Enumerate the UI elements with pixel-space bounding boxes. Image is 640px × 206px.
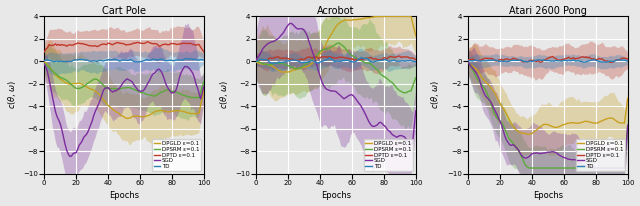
Title: Atari 2600 Pong: Atari 2600 Pong: [509, 6, 587, 16]
Title: Acrobot: Acrobot: [317, 6, 355, 16]
Y-axis label: $c(\theta, \omega)$: $c(\theta, \omega)$: [6, 81, 17, 109]
Legend: DPGLD ε=0.1, DPSRM ε=0.1, DPTD ε=0.1, SGD, TD: DPGLD ε=0.1, DPSRM ε=0.1, DPTD ε=0.1, SG…: [364, 139, 413, 171]
X-axis label: Epochs: Epochs: [109, 191, 139, 200]
Legend: DPGLD ε=0.1, DPSRM ε=0.1, DPTD ε=0.1, SGD, TD: DPGLD ε=0.1, DPSRM ε=0.1, DPTD ε=0.1, SG…: [576, 139, 625, 171]
Title: Cart Pole: Cart Pole: [102, 6, 146, 16]
Legend: DPGLD ε=0.1, DPSRM ε=0.1, DPTD ε=0.1, SGD, TD: DPGLD ε=0.1, DPSRM ε=0.1, DPTD ε=0.1, SG…: [152, 139, 201, 171]
Y-axis label: $c(\theta, \omega)$: $c(\theta, \omega)$: [429, 81, 442, 109]
Y-axis label: $c(\theta, \omega)$: $c(\theta, \omega)$: [218, 81, 230, 109]
X-axis label: Epochs: Epochs: [533, 191, 563, 200]
X-axis label: Epochs: Epochs: [321, 191, 351, 200]
